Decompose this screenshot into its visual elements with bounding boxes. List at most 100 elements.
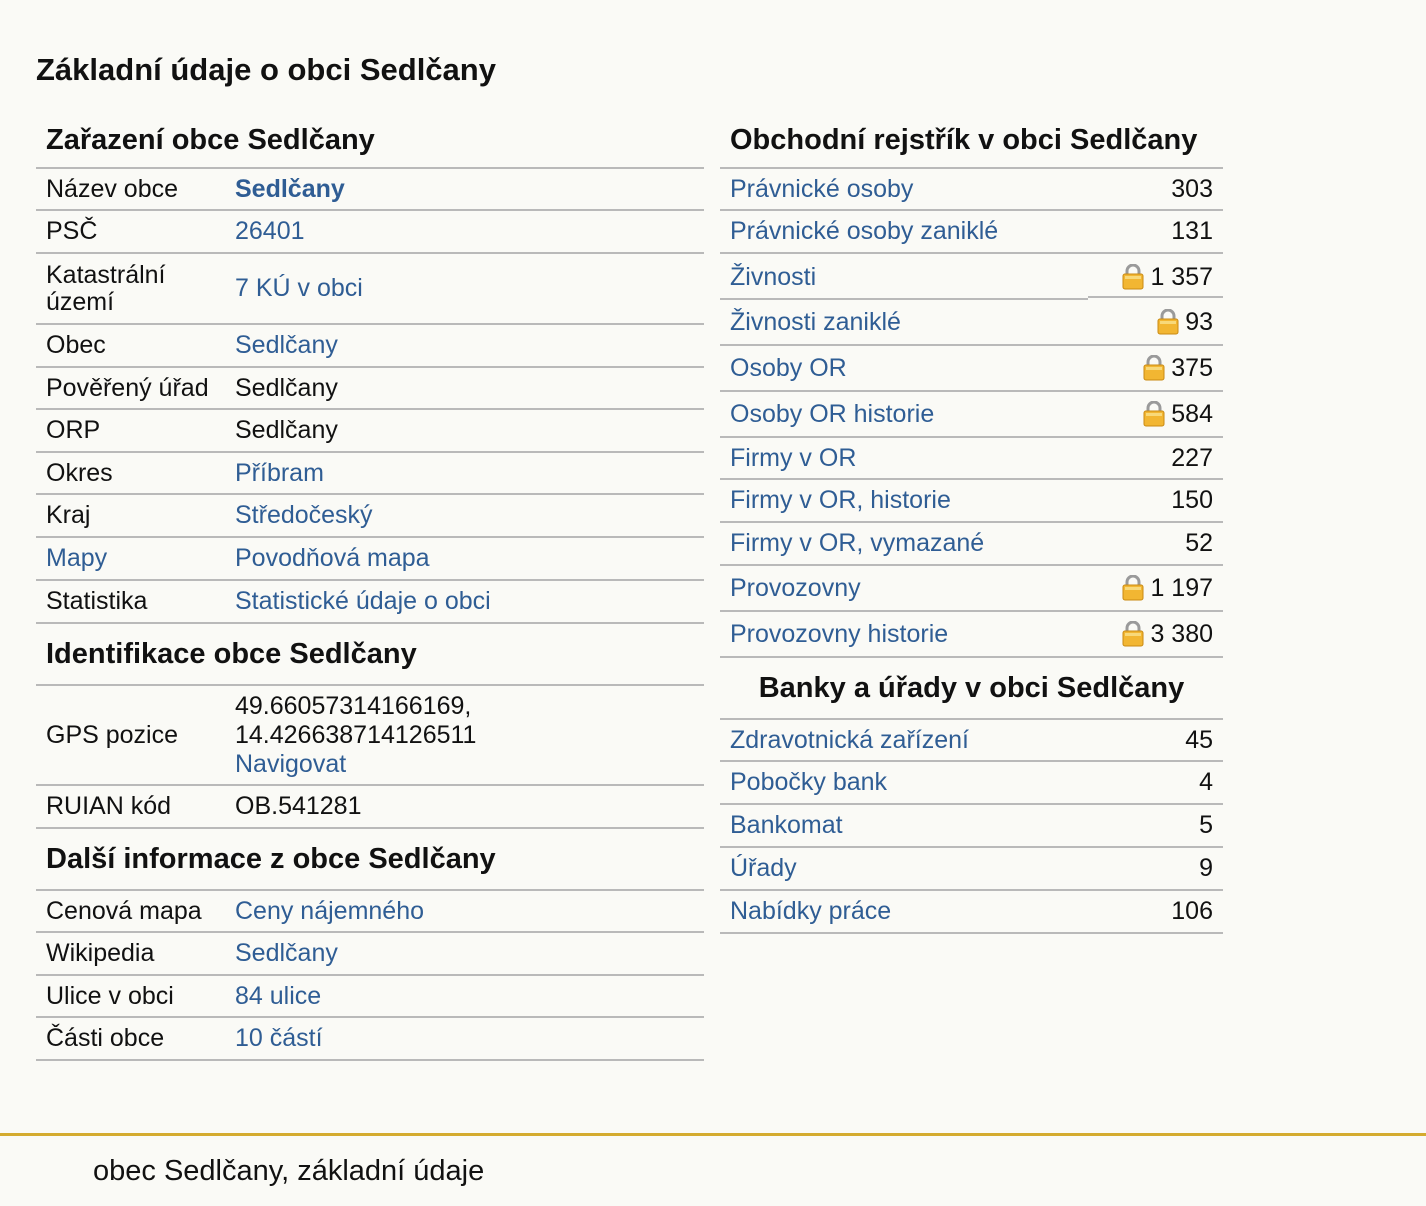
row-label: RUIAN kód [46,792,172,820]
count: 584 [1171,399,1213,428]
link-urady[interactable]: Úřady [730,854,797,882]
row-nabidky-prace: Nabídky práce 106 [720,891,1223,934]
link-osoby-or[interactable]: Osoby OR [730,353,847,382]
ruian-value: OB.541281 [235,792,362,820]
count: 45 [1185,725,1213,754]
row-statistika: Statistika Statistické údaje o obci [36,581,704,624]
count: 227 [1171,443,1213,472]
padlock-icon [1122,263,1144,290]
count: 150 [1171,486,1213,514]
count-with-lock: 584 [1143,400,1213,429]
padlock-icon [1143,354,1165,381]
row-label: GPS pozice [46,720,179,749]
footer-divider [0,1133,1426,1136]
row-nazev-obce: Název obce Sedlčany [36,169,704,211]
row-obec: Obec Sedlčany [36,325,704,368]
row-bankomat: Bankomat 5 [720,805,1223,848]
row-pobocky-bank: Pobočky bank 4 [720,762,1223,805]
row-label: Pověřený úřad [46,373,209,402]
count: 131 [1171,217,1213,245]
link-katastralni-uzemi[interactable]: 7 KÚ v obci [235,274,363,302]
padlock-icon [1157,308,1179,335]
section-title-banky: Banky a úřady v obci Sedlčany [720,658,1223,720]
link-psc[interactable]: 26401 [235,217,305,245]
count: 375 [1171,353,1213,382]
row-pravnicke-osoby-zanikle: Právnické osoby zaniklé 131 [720,211,1223,254]
link-nazev-obce[interactable]: Sedlčany [235,174,345,203]
gps-value: 49.66057314166169, 14.426638714126511 Na… [235,692,704,779]
count: 106 [1171,897,1213,925]
row-firmy-v-or-vymazane: Firmy v OR, vymazané 52 [720,523,1223,566]
link-mapy[interactable]: Mapy [46,544,108,572]
row-katastralni-uzemi: Katastrální území 7 KÚ v obci [36,254,704,325]
row-label: PSČ [46,217,98,245]
row-casti-obce: Části obce 10 částí [36,1018,704,1061]
row-provozovny: Provozovny 1 197 [720,566,1223,612]
link-povodnova-mapa[interactable]: Povodňová mapa [235,544,430,572]
row-zivnosti: Živnosti 1 357 [720,254,1223,300]
link-firmy-v-or-vymazane[interactable]: Firmy v OR, vymazané [730,529,985,557]
row-label: Cenová mapa [46,896,202,925]
row-ulice: Ulice v obci 84 ulice [36,976,704,1018]
row-orp: ORP Sedlčany [36,410,704,453]
count: 5 [1199,811,1213,839]
link-kraj[interactable]: Středočeský [235,501,373,529]
link-pravnicke-osoby-zanikle[interactable]: Právnické osoby zaniklé [730,217,999,245]
gps-coordinates: 49.66057314166169, 14.426638714126511 [235,691,477,749]
row-gps: GPS pozice 49.66057314166169, 14.4266387… [36,686,704,786]
section-title-identifikace: Identifikace obce Sedlčany [36,624,704,686]
row-label: Okres [46,458,113,487]
link-firmy-v-or[interactable]: Firmy v OR [730,443,857,472]
value-povereny-urad: Sedlčany [235,373,338,402]
count-with-lock: 3 380 [1122,620,1213,649]
row-label: Katastrální území [46,260,166,316]
padlock-icon [1122,574,1144,601]
row-povereny-urad: Pověřený úřad Sedlčany [36,368,704,410]
link-pobocky-bank[interactable]: Pobočky bank [730,768,888,796]
link-casti-obce[interactable]: 10 částí [235,1024,323,1052]
link-provozovny-historie[interactable]: Provozovny historie [730,619,949,648]
count-with-lock: 1 197 [1122,574,1213,603]
navigate-link[interactable]: Navigovat [235,749,347,778]
count: 1 357 [1150,262,1213,291]
count-with-lock: 93 [1157,308,1213,337]
link-pravnicke-osoby[interactable]: Právnické osoby [730,174,914,203]
link-okres[interactable]: Příbram [235,458,324,487]
row-kraj: Kraj Středočeský [36,495,704,538]
link-zdravotnicka-zarizeni[interactable]: Zdravotnická zařízení [730,725,969,754]
link-bankomat[interactable]: Bankomat [730,811,843,839]
link-zivnosti[interactable]: Živnosti [730,262,817,291]
link-ulice[interactable]: 84 ulice [235,981,322,1010]
section-title-zarazeni: Zařazení obce Sedlčany [36,113,704,169]
link-provozovny[interactable]: Provozovny [730,573,861,602]
link-obec[interactable]: Sedlčany [235,331,338,359]
row-psc: PSČ 26401 [36,211,704,254]
padlock-icon [1143,400,1165,427]
count: 93 [1185,307,1213,336]
footer-text: obec Sedlčany, základní údaje [93,1155,485,1187]
row-label: Název obce [46,174,179,203]
page-title: Základní údaje o obci Sedlčany [36,52,496,87]
row-mapy: Mapy Povodňová mapa [36,538,704,581]
count: 52 [1185,529,1213,557]
row-label: Obec [46,331,106,359]
row-zdravotnicka-zarizeni: Zdravotnická zařízení 45 [720,720,1223,762]
link-nabidky-prace[interactable]: Nabídky práce [730,897,892,925]
row-osoby-or-historie: Osoby OR historie 584 [720,392,1223,438]
count: 303 [1171,174,1213,203]
link-firmy-v-or-historie[interactable]: Firmy v OR, historie [730,486,951,514]
right-column: Obchodní rejstřík v obci Sedlčany Právni… [720,113,1223,934]
link-osoby-or-historie[interactable]: Osoby OR historie [730,399,935,428]
left-column: Zařazení obce Sedlčany Název obce Sedlča… [36,113,704,1061]
link-ceny-najemneho[interactable]: Ceny nájemného [235,896,425,925]
link-zivnosti-zanikle[interactable]: Živnosti zaniklé [730,307,901,336]
row-okres: Okres Příbram [36,453,704,495]
link-wikipedia[interactable]: Sedlčany [235,939,338,967]
section-title-dalsi: Další informace z obce Sedlčany [36,829,704,891]
count: 1 197 [1150,573,1213,602]
row-provozovny-historie: Provozovny historie 3 380 [720,612,1223,658]
count-with-lock: 1 357 [1122,263,1213,292]
count: 9 [1199,854,1213,882]
link-statistika[interactable]: Statistické údaje o obci [235,587,491,615]
row-urady: Úřady 9 [720,848,1223,891]
